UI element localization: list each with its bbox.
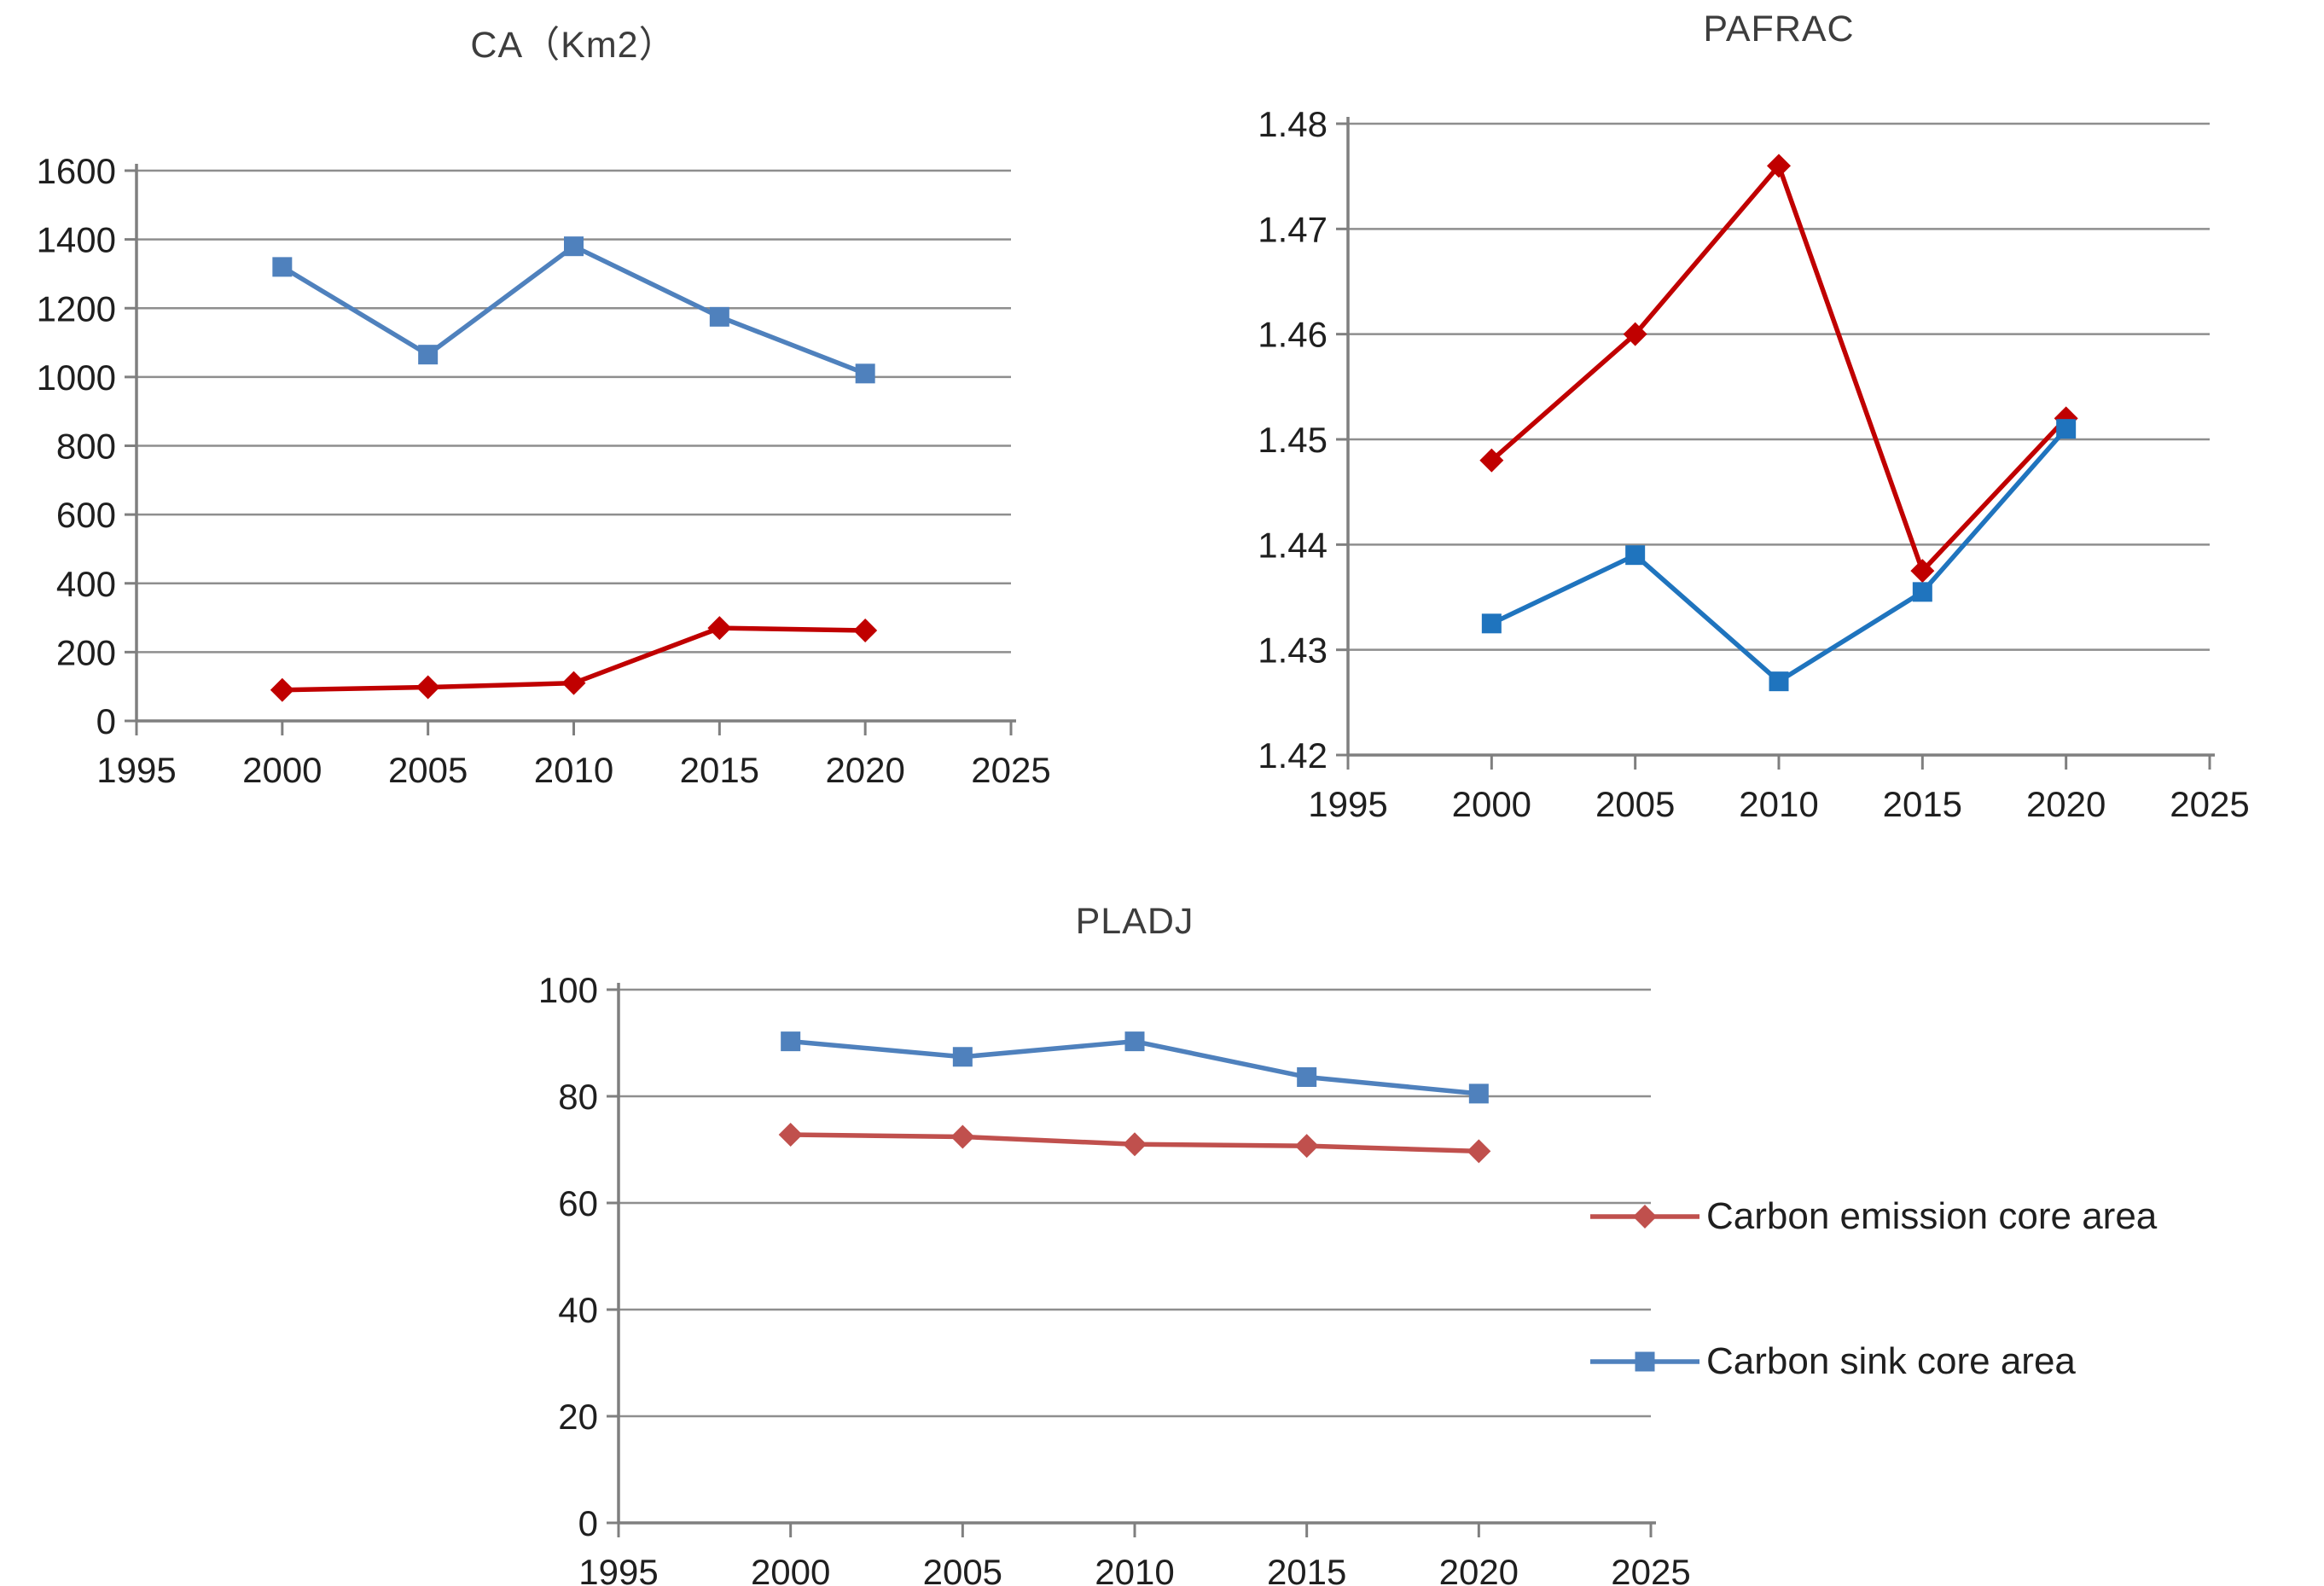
x-tick-label: 1995	[578, 1552, 658, 1586]
y-tick-label: 1.44	[1258, 525, 1328, 565]
chart-pladj: PLADJ 0 20 40 60 80 100 1995 2000 2005 2010 2015 20…	[469, 896, 1706, 1586]
data-point-sink-2015	[709, 306, 729, 327]
y-tick-label: 60	[558, 1183, 598, 1223]
x-tick-label: 2005	[923, 1552, 1002, 1586]
legend: Carbon emission core area Carbon sink co…	[1589, 1195, 2158, 1382]
chart-title-pladj: PLADJ	[1075, 901, 1194, 942]
data-point-emission-2010	[561, 671, 586, 695]
chart-title-pafrac: PAFRAC	[1703, 9, 1855, 49]
x-tick-label: 2010	[1095, 1552, 1174, 1586]
chart-ca: CA（Km2） 0 200 400 600 800 1000 1200 1400 1600 199…	[0, 0, 1092, 836]
data-point-sink-2015	[1912, 582, 1932, 602]
y-tick-label: 1600	[37, 151, 116, 191]
y-tick-label: 1.43	[1258, 630, 1328, 671]
data-point-sink-2005	[952, 1047, 973, 1067]
y-tick-label: 0	[578, 1503, 598, 1543]
data-point-sink-2010	[1124, 1031, 1145, 1052]
x-tick-label: 2000	[242, 750, 322, 790]
data-point-sink-2010	[564, 236, 584, 257]
data-point-emission-2010	[1767, 154, 1791, 178]
data-point-sink-2020	[1468, 1083, 1489, 1104]
legend-marker-carbon-emission-icon	[1590, 1205, 1699, 1229]
y-tick-label: 1.45	[1258, 420, 1328, 460]
chart-pafrac: PAFRAC 1.42 1.43 1.44 1.45 1.46 1.47 1.48 1995 2…	[1194, 0, 2324, 879]
legend-label-carbon-emission: Carbon emission core area	[1706, 1195, 2158, 1237]
y-tick-label: 40	[558, 1290, 598, 1330]
x-tick-label: 2015	[1883, 784, 1962, 824]
pladj-plot-svg: 0 20 40 60 80 100 1995 2000 2005 2010 2015 2020 2025	[538, 970, 1691, 1586]
y-tick-label: 600	[56, 495, 116, 535]
data-point-sink-2005	[418, 345, 439, 365]
y-tick-label: 1000	[37, 357, 116, 398]
y-tick-label: 0	[96, 701, 116, 741]
data-point-sink-2000	[1481, 613, 1502, 634]
data-point-sink-2010	[1769, 671, 1789, 692]
data-point-emission-2000	[1479, 448, 1504, 473]
data-point-emission-2015	[1294, 1134, 1319, 1159]
x-tick-label: 2005	[1595, 784, 1675, 824]
series-line-emission	[1490, 160, 2068, 576]
data-point-emission-2005	[950, 1124, 975, 1149]
legend-square	[1635, 1351, 1655, 1372]
y-tick-label: 20	[558, 1397, 598, 1437]
x-tick-label: 2010	[534, 750, 613, 790]
y-tick-label: 100	[538, 970, 598, 1010]
y-tick-label: 80	[558, 1077, 598, 1117]
data-point-emission-2010	[1123, 1132, 1147, 1157]
y-tick-label: 1.42	[1258, 735, 1328, 776]
pafrac-plot-svg: 1.42 1.43 1.44 1.45 1.46 1.47 1.48 1995 2000 2005…	[1258, 104, 2249, 824]
y-tick-label: 1200	[37, 288, 116, 328]
x-tick-label: 2010	[1739, 784, 1818, 824]
chart-title-ca: CA（Km2）	[470, 25, 677, 66]
y-tick-label: 200	[56, 632, 116, 672]
series-line-sink	[1490, 427, 2068, 685]
x-tick-label: 1995	[96, 750, 176, 790]
x-tick-label: 2020	[2026, 784, 2106, 824]
y-tick-label: 800	[56, 427, 116, 467]
x-tick-label: 2020	[825, 750, 904, 790]
data-point-sink-2005	[1625, 545, 1646, 566]
legend-diamond	[1633, 1205, 1657, 1229]
data-point-sink-2020	[855, 363, 875, 384]
data-point-emission-2015	[707, 616, 732, 641]
data-point-emission-2005	[415, 675, 440, 700]
x-tick-label: 2000	[751, 1552, 830, 1586]
data-point-emission-2000	[270, 677, 294, 702]
x-tick-label: 2015	[680, 750, 759, 790]
x-tick-label: 2025	[971, 750, 1050, 790]
data-point-sink-2015	[1297, 1067, 1317, 1087]
legend-item-carbon-emission: Carbon emission core area	[1589, 1195, 2158, 1237]
x-tick-label: 2015	[1267, 1552, 1346, 1586]
data-point-emission-2000	[778, 1123, 803, 1147]
y-tick-label: 400	[56, 564, 116, 604]
data-point-sink-2000	[781, 1031, 801, 1052]
y-tick-label: 1.46	[1258, 315, 1328, 355]
data-point-emission-2020	[853, 618, 878, 642]
legend-marker-carbon-sink-icon	[1590, 1351, 1699, 1372]
y-tick-label: 1.47	[1258, 209, 1328, 249]
data-point-sink-2020	[2056, 419, 2077, 439]
ca-plot-svg: 0 200 400 600 800 1000 1200 1400 1600 1995 2000 200…	[37, 151, 1051, 790]
x-tick-label: 2005	[388, 750, 468, 790]
data-point-emission-2020	[1467, 1139, 1491, 1164]
series-line-sink	[281, 243, 867, 376]
x-tick-label: 2020	[1439, 1552, 1519, 1586]
data-point-emission-2015	[1910, 559, 1935, 584]
data-point-sink-2000	[272, 257, 293, 277]
x-tick-label: 2025	[1611, 1552, 1690, 1586]
data-point-emission-2005	[1623, 322, 1647, 346]
y-tick-label: 1400	[37, 220, 116, 260]
y-tick-label: 1.48	[1258, 104, 1328, 144]
legend-label-carbon-sink: Carbon sink core area	[1706, 1340, 2076, 1382]
legend-item-carbon-sink: Carbon sink core area	[1589, 1340, 2157, 1382]
x-tick-label: 1995	[1308, 784, 1387, 824]
x-tick-label: 2025	[2170, 784, 2249, 824]
x-tick-label: 2000	[1452, 784, 1531, 824]
